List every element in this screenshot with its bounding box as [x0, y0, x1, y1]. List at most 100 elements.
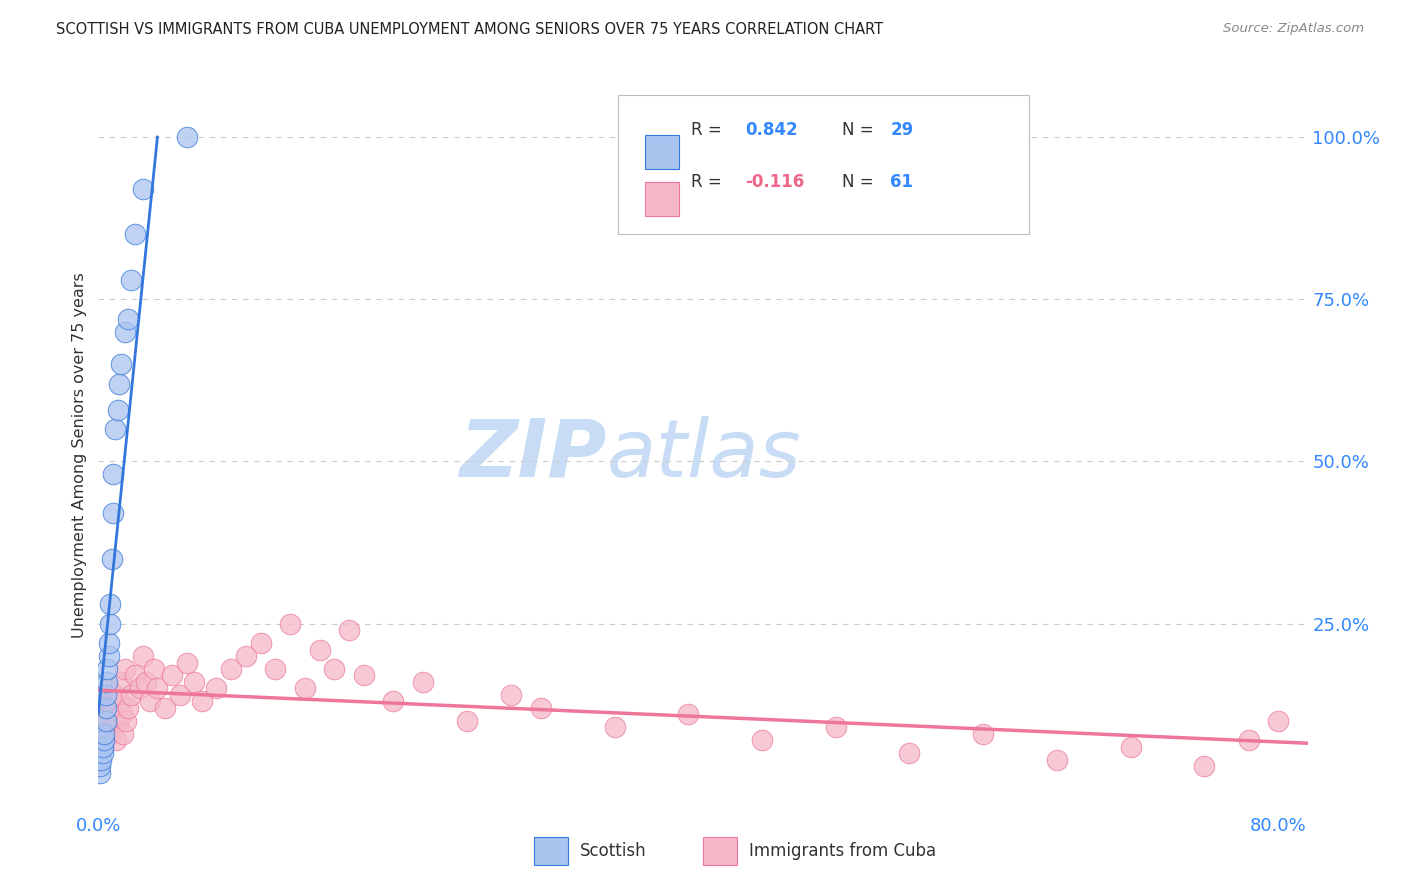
Point: [89, 759, 111, 773]
Point: [412, 675, 434, 690]
Point: [678, 707, 700, 722]
Point: [294, 681, 316, 696]
Point: [249, 636, 271, 650]
Point: [323, 662, 346, 676]
Point: [337, 623, 360, 637]
Point: [101, 506, 124, 520]
Point: [124, 227, 146, 242]
Point: [94, 688, 117, 702]
Point: [98, 597, 121, 611]
Point: [124, 668, 146, 682]
Point: [183, 675, 205, 690]
Point: [219, 662, 242, 676]
Point: [120, 688, 142, 702]
Point: [146, 681, 169, 696]
Point: [108, 376, 131, 391]
Point: [97, 648, 120, 663]
Point: [264, 662, 287, 676]
Point: [308, 642, 330, 657]
Point: [101, 467, 124, 482]
Text: Scottish: Scottish: [579, 842, 647, 860]
Point: [90, 733, 112, 747]
Point: [93, 733, 115, 747]
Point: [160, 668, 183, 682]
Point: [100, 551, 122, 566]
Point: [176, 130, 198, 145]
Text: 29: 29: [890, 121, 914, 139]
Point: [131, 182, 153, 196]
Point: [898, 747, 921, 761]
Point: [97, 636, 120, 650]
Point: [456, 714, 478, 728]
Point: [114, 662, 136, 676]
Point: [205, 681, 228, 696]
Point: [91, 701, 114, 715]
Point: [190, 694, 212, 708]
Y-axis label: Unemployment Among Seniors over 75 years: Unemployment Among Seniors over 75 years: [72, 272, 87, 638]
Text: Immigrants from Cuba: Immigrants from Cuba: [749, 842, 936, 860]
Point: [530, 701, 553, 715]
Point: [117, 311, 139, 326]
Point: [91, 747, 114, 761]
Point: [353, 668, 375, 682]
Text: Source: ZipAtlas.com: Source: ZipAtlas.com: [1223, 22, 1364, 36]
Point: [1046, 753, 1069, 767]
Point: [235, 648, 257, 663]
Point: [139, 694, 162, 708]
Point: [94, 694, 117, 708]
Bar: [645, 136, 679, 169]
Text: 61: 61: [890, 173, 914, 191]
Point: [108, 694, 131, 708]
Text: -0.116: -0.116: [745, 173, 804, 191]
Point: [96, 675, 118, 690]
Point: [1119, 739, 1142, 754]
Text: N =: N =: [842, 121, 879, 139]
Bar: [534, 837, 568, 865]
Point: [94, 714, 117, 728]
Point: [176, 656, 198, 670]
Point: [104, 422, 127, 436]
Point: [89, 765, 111, 780]
Point: [135, 675, 157, 690]
Point: [107, 402, 129, 417]
Text: atlas: atlas: [606, 416, 801, 494]
Point: [94, 701, 117, 715]
Point: [972, 727, 994, 741]
Point: [98, 616, 121, 631]
Point: [120, 273, 142, 287]
Point: [751, 733, 773, 747]
Point: [278, 616, 301, 631]
Text: ZIP: ZIP: [458, 416, 606, 494]
Point: [93, 727, 115, 741]
Point: [153, 701, 176, 715]
Point: [110, 675, 132, 690]
Point: [100, 701, 122, 715]
Bar: [645, 182, 679, 216]
Point: [96, 714, 118, 728]
Point: [501, 688, 523, 702]
Point: [112, 727, 135, 741]
Text: N =: N =: [842, 173, 879, 191]
Text: R =: R =: [690, 173, 727, 191]
Point: [107, 714, 129, 728]
Point: [97, 681, 120, 696]
Bar: [703, 837, 737, 865]
Point: [89, 714, 111, 728]
Text: 0.842: 0.842: [745, 121, 799, 139]
Point: [143, 662, 166, 676]
Point: [104, 688, 127, 702]
Point: [824, 720, 846, 734]
FancyBboxPatch shape: [619, 95, 1029, 234]
Point: [114, 325, 136, 339]
Text: SCOTTISH VS IMMIGRANTS FROM CUBA UNEMPLOYMENT AMONG SENIORS OVER 75 YEARS CORREL: SCOTTISH VS IMMIGRANTS FROM CUBA UNEMPLO…: [56, 22, 883, 37]
Point: [603, 720, 626, 734]
Point: [91, 739, 114, 754]
Point: [1237, 733, 1260, 747]
Point: [105, 733, 128, 747]
Point: [169, 688, 191, 702]
Point: [115, 714, 138, 728]
Text: R =: R =: [690, 121, 727, 139]
Point: [90, 753, 112, 767]
Point: [101, 720, 124, 734]
Point: [131, 648, 153, 663]
